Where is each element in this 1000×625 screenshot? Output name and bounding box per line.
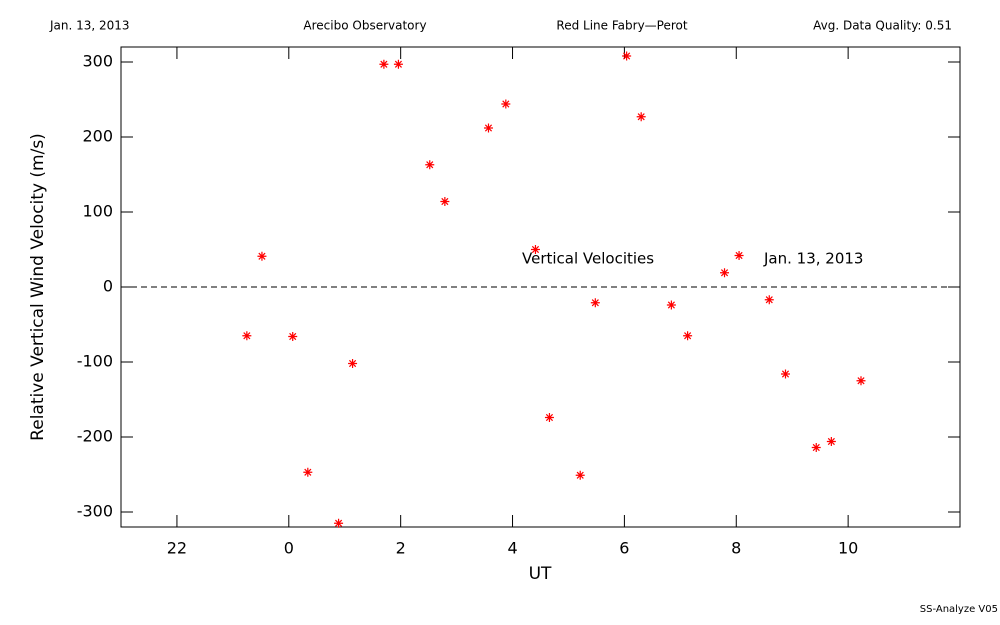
data-point — [288, 332, 298, 341]
y-tick-label: -300 — [77, 502, 113, 521]
data-point — [734, 251, 744, 260]
data-point — [334, 518, 344, 528]
data-point — [257, 251, 267, 261]
data-point — [544, 413, 554, 422]
header-quality: Avg. Data Quality: 0.51 — [813, 19, 952, 33]
y-tick-label: -100 — [77, 352, 113, 371]
y-tick-label: 0 — [103, 277, 113, 296]
y-tick-label: -200 — [77, 427, 113, 446]
header-date: Jan. 13, 2013 — [49, 19, 130, 33]
x-tick-label: 10 — [838, 539, 858, 558]
y-tick-label: 300 — [82, 52, 113, 71]
x-tick-label: 2 — [396, 539, 406, 558]
data-point — [303, 467, 313, 477]
data-point — [379, 59, 389, 69]
x-tick-label: 8 — [731, 539, 741, 558]
data-point — [764, 295, 774, 305]
data-point — [393, 59, 403, 69]
data-point — [666, 300, 676, 310]
data-point — [720, 268, 730, 278]
y-tick-label: 100 — [82, 202, 113, 221]
x-tick-label: 4 — [507, 539, 517, 558]
data-point — [780, 369, 790, 379]
annotation: Vertical Velocities — [522, 250, 654, 268]
data-point — [501, 99, 511, 109]
data-point — [440, 197, 450, 206]
data-point — [425, 160, 435, 170]
data-point — [348, 359, 358, 368]
x-tick-label: 22 — [167, 539, 187, 558]
data-point — [242, 331, 252, 341]
data-point — [483, 123, 493, 133]
y-axis-label: Relative Vertical Wind Velocity (m/s) — [28, 133, 48, 441]
x-tick-label: 6 — [619, 539, 629, 558]
x-axis-label: UT — [529, 564, 552, 584]
data-point — [636, 112, 646, 122]
data-point — [530, 245, 540, 254]
data-point — [826, 437, 836, 446]
annotation: Jan. 13, 2013 — [763, 250, 863, 268]
data-point — [590, 298, 600, 308]
footer: SS-Analyze V05 — [920, 604, 998, 615]
x-tick-label: 0 — [284, 539, 294, 558]
data-point — [683, 331, 693, 341]
data-point — [811, 443, 821, 452]
y-tick-label: 200 — [82, 127, 113, 146]
data-point — [856, 376, 866, 386]
data-point — [575, 470, 585, 480]
header-instrument: Red Line Fabry—Perot — [556, 19, 687, 33]
data-point — [622, 51, 632, 61]
header-site: Arecibo Observatory — [303, 19, 426, 33]
